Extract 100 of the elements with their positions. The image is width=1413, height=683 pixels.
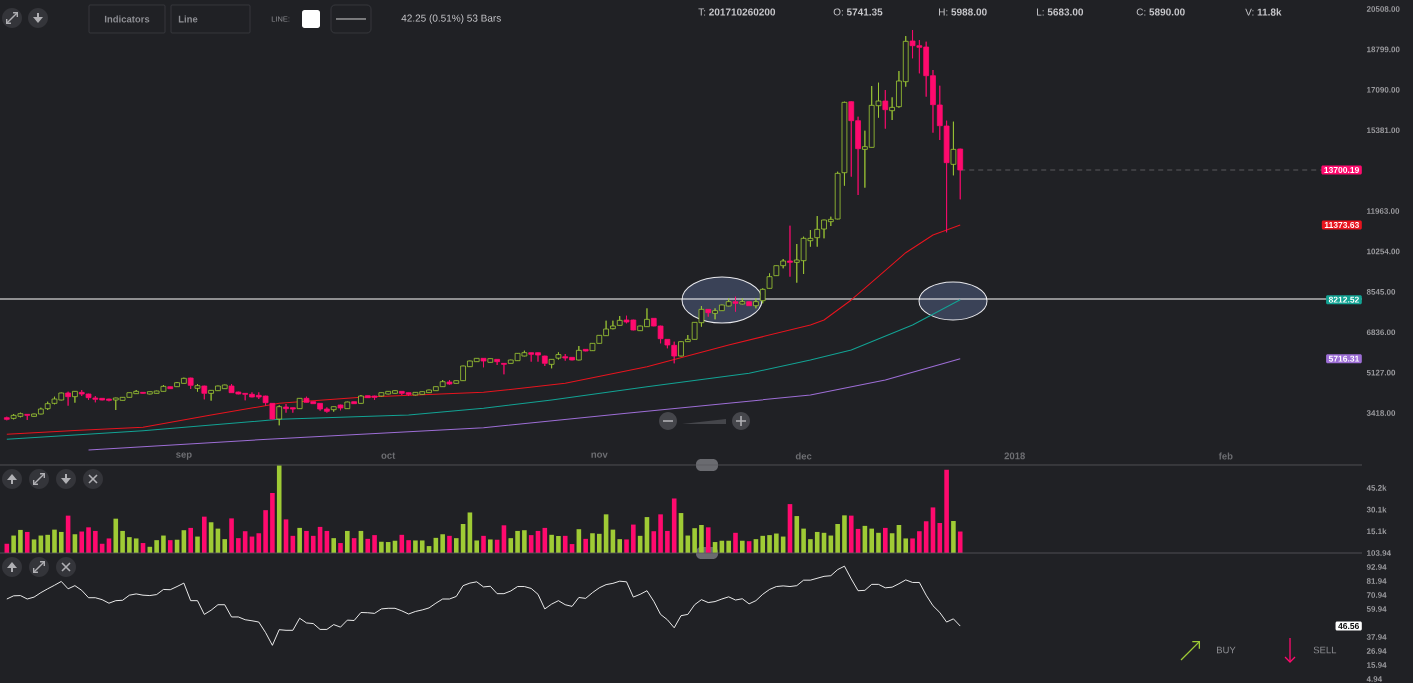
candlestick [269, 402, 276, 420]
bar [733, 532, 738, 553]
bar [399, 534, 405, 553]
candlestick [739, 297, 746, 305]
annotation: BUY [1217, 646, 1236, 654]
bar [413, 540, 418, 553]
bar [406, 540, 411, 553]
x-tick-label: dec [795, 452, 812, 460]
annotation: Line [178, 15, 198, 23]
bar [617, 539, 623, 553]
bar [419, 540, 425, 553]
bar [671, 498, 677, 553]
candlestick [501, 362, 507, 375]
bar [93, 530, 98, 553]
bar [345, 530, 350, 553]
bar [447, 535, 452, 553]
candlestick [950, 121, 957, 176]
y-tick-label: 17090.00 [1367, 87, 1400, 93]
bar [508, 538, 514, 553]
y-tick-label: 11963.00 [1367, 208, 1400, 214]
bar [917, 531, 922, 553]
candlestick [3, 416, 10, 421]
bar [263, 510, 268, 553]
bar [869, 528, 874, 553]
bar [590, 533, 595, 553]
candlestick [576, 345, 582, 361]
bar [883, 527, 888, 553]
bar [596, 533, 602, 553]
candlestick [351, 400, 357, 405]
candlestick [296, 397, 303, 410]
bar [794, 516, 800, 553]
bar [562, 535, 568, 553]
x-tick-label: 2018 [1004, 452, 1025, 460]
candlestick [330, 405, 337, 413]
annotation: H: 5988.00 [939, 8, 987, 16]
bar [195, 536, 200, 553]
candlestick [65, 391, 71, 407]
y-tick-label: 8545.00 [1366, 289, 1396, 295]
bar [951, 520, 956, 553]
bar [474, 540, 480, 553]
annotation: Indicators [104, 15, 150, 23]
bar [365, 538, 371, 553]
x-tick-label: feb [1218, 452, 1233, 460]
bar [801, 528, 806, 553]
candlestick [746, 300, 752, 307]
annotation: 11373.63 [1324, 221, 1360, 228]
candlestick [548, 358, 555, 369]
candlestick [446, 379, 453, 386]
line-series [88, 358, 961, 451]
bar [161, 535, 166, 553]
candlestick [194, 383, 201, 393]
x-tick-label: nov [591, 452, 608, 458]
line-series [6, 299, 961, 440]
annotation: 5716.31 [1328, 355, 1360, 362]
bar [624, 539, 629, 553]
bar [522, 530, 527, 553]
candlestick [787, 225, 793, 278]
bar [86, 527, 91, 553]
annotation: 42.25 (0.51%) 53 Bars [401, 14, 501, 24]
bar [453, 538, 459, 553]
bar [133, 538, 139, 553]
candlestick [337, 404, 344, 411]
y-tick-label: 37.94 [1366, 634, 1387, 640]
annotation: 8212.52 [1328, 296, 1359, 303]
annotation: 46.56 [1338, 623, 1360, 630]
y-tick-label: 4.94 [1366, 676, 1383, 682]
y-tick-label: 6836.00 [1366, 329, 1396, 336]
candlestick [167, 385, 174, 390]
candlestick [276, 404, 283, 426]
bar [154, 540, 159, 553]
candlestick [494, 358, 500, 366]
bar [113, 518, 119, 553]
y-tick-label: 103.94 [1367, 550, 1391, 556]
annotation: V: 11.8k [1245, 8, 1282, 16]
bar [549, 534, 554, 553]
y-tick-label: 3418.00 [1366, 410, 1396, 416]
y-tick-label: 15.1k [1367, 528, 1387, 535]
bar [760, 535, 766, 553]
bar [331, 538, 336, 553]
bar [848, 515, 854, 553]
y-tick-label: 26.94 [1366, 648, 1387, 654]
candlestick [753, 297, 759, 309]
annotation: C: 5890.00 [1136, 8, 1185, 16]
bar [11, 535, 16, 553]
candlestick [140, 391, 146, 395]
bar [808, 539, 813, 553]
bar [127, 537, 132, 553]
annotation: SELL [1313, 646, 1337, 654]
candlestick [841, 101, 848, 187]
candlestick [582, 348, 589, 352]
annotation: T: 201710260200 [698, 8, 776, 16]
bar [814, 531, 820, 553]
bar [944, 469, 949, 553]
x-tick-label: sep [176, 452, 192, 460]
bar [310, 535, 316, 553]
candlestick [732, 296, 739, 313]
bar [338, 543, 343, 553]
line-series [6, 224, 961, 435]
bar [120, 530, 125, 553]
bar [842, 515, 847, 553]
